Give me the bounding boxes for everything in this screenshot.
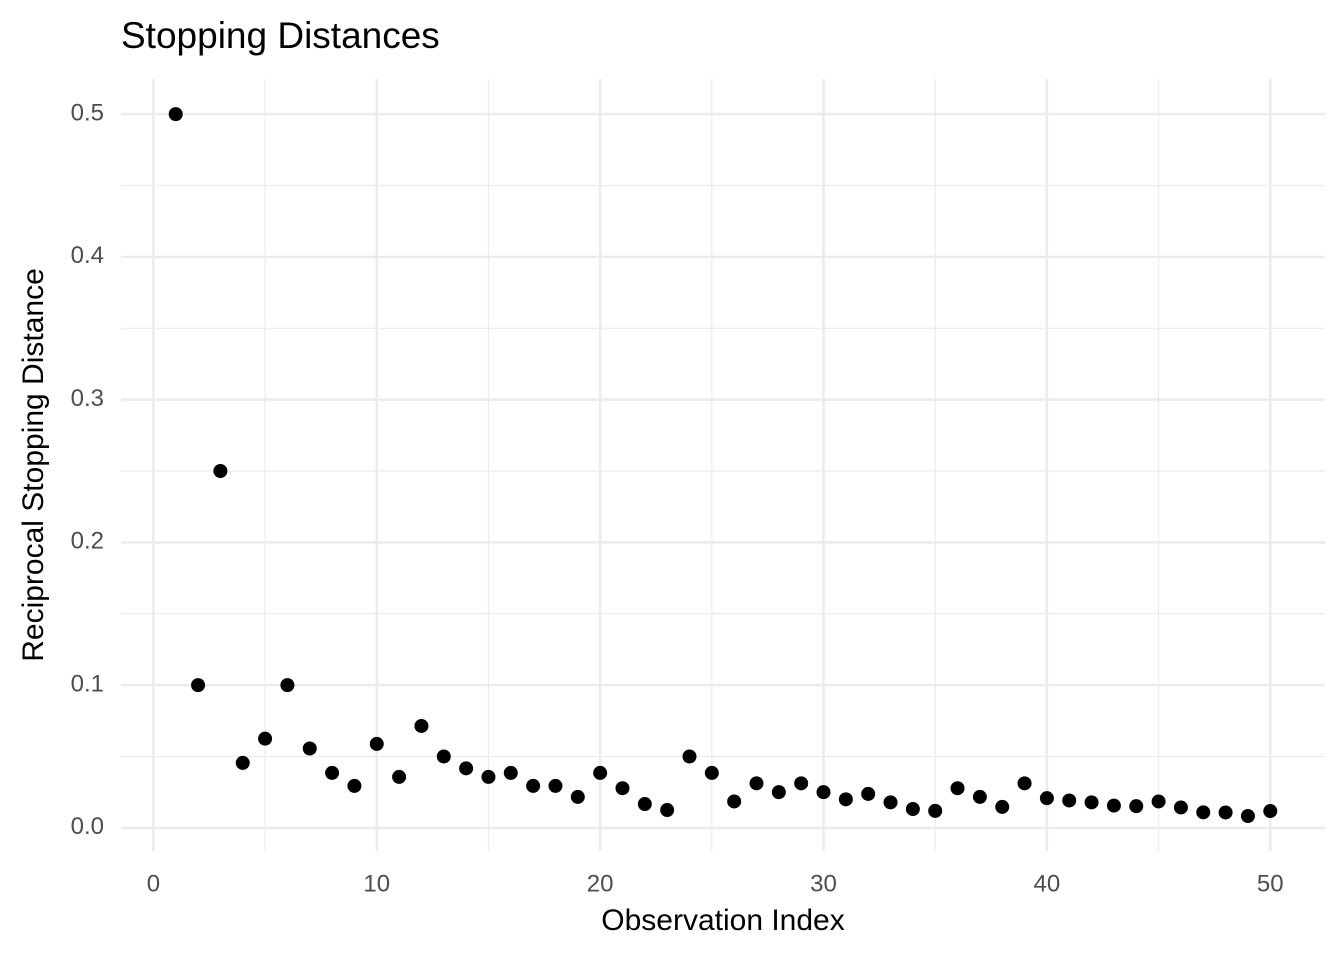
point — [1151, 794, 1166, 809]
point — [1218, 805, 1233, 820]
point — [1062, 793, 1077, 808]
point — [503, 765, 518, 780]
x-axis-title: Observation Index — [601, 904, 844, 937]
point — [1129, 799, 1144, 814]
chart-title: Stopping Distances — [121, 15, 440, 56]
point — [258, 731, 273, 746]
point — [905, 802, 920, 817]
point — [1263, 804, 1278, 819]
y-tick-label: 0.5 — [71, 99, 104, 126]
point — [995, 799, 1010, 814]
point — [749, 776, 764, 791]
point — [771, 785, 786, 800]
point — [526, 778, 541, 793]
point — [213, 463, 228, 478]
point — [280, 678, 295, 693]
x-tick-label: 10 — [363, 870, 390, 897]
point — [1084, 795, 1099, 810]
x-tick-label: 40 — [1034, 870, 1061, 897]
x-tick-label: 30 — [810, 870, 837, 897]
point — [347, 778, 362, 793]
point — [414, 718, 429, 733]
point — [548, 778, 563, 793]
point — [1017, 776, 1032, 791]
x-tick-label: 0 — [147, 870, 160, 897]
point — [369, 736, 384, 751]
point — [838, 792, 853, 807]
point — [861, 786, 876, 801]
point — [235, 755, 250, 770]
point — [1039, 791, 1054, 806]
point — [191, 678, 206, 693]
y-tick-label: 0.1 — [71, 670, 104, 697]
x-tick-label: 20 — [587, 870, 614, 897]
y-axis-title: Reciprocal Stopping Distance — [17, 268, 50, 662]
point — [1106, 798, 1121, 813]
point — [950, 781, 965, 796]
point — [1173, 800, 1188, 815]
point — [392, 769, 407, 784]
point — [302, 741, 317, 756]
point — [168, 107, 183, 122]
point — [1240, 809, 1255, 824]
point — [972, 789, 987, 804]
y-tick-label: 0.4 — [71, 242, 104, 269]
x-tick-label: 50 — [1257, 870, 1284, 897]
y-tick-label: 0.2 — [71, 528, 104, 555]
point — [593, 765, 608, 780]
point — [794, 776, 809, 791]
y-tick-label: 0.3 — [71, 385, 104, 412]
point — [816, 785, 831, 800]
point — [660, 803, 675, 818]
point — [459, 761, 474, 776]
point — [615, 781, 630, 796]
point — [928, 803, 943, 818]
point — [682, 749, 697, 764]
point — [704, 765, 719, 780]
point — [1196, 805, 1211, 820]
point — [436, 749, 451, 764]
point — [481, 769, 496, 784]
point — [637, 797, 652, 812]
point — [883, 795, 898, 810]
point — [325, 765, 340, 780]
point — [570, 789, 585, 804]
y-tick-label: 0.0 — [71, 813, 104, 840]
point — [727, 794, 742, 809]
